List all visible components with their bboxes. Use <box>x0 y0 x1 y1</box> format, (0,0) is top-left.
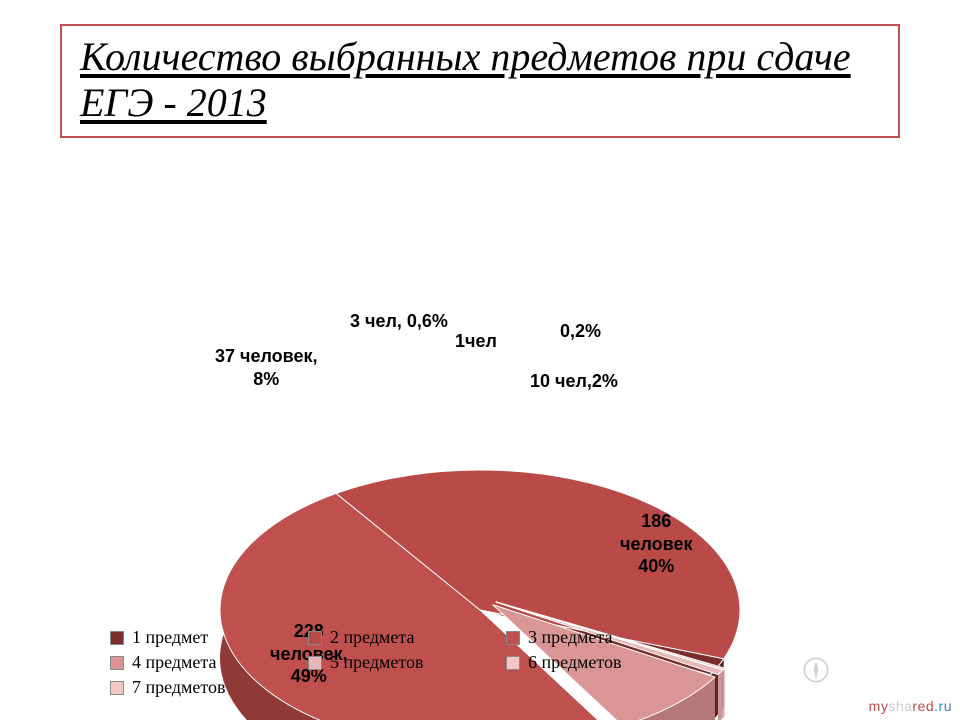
pie-data-label: 0,2% <box>560 320 601 343</box>
legend-swatch <box>110 631 124 645</box>
page-title: Количество выбранных предметов при сдаче… <box>80 34 880 126</box>
slide: Количество выбранных предметов при сдаче… <box>0 0 960 720</box>
legend-label: 7 предметов <box>132 677 226 698</box>
legend-item: 6 предметов <box>506 652 656 673</box>
pie-chart: 228 человек, 49%186 человек 40%10 чел,2%… <box>0 150 960 660</box>
compass-icon <box>802 656 830 684</box>
watermark-red: red <box>912 698 934 714</box>
legend-swatch <box>308 656 322 670</box>
legend-item: 5 предметов <box>308 652 458 673</box>
legend-item: 2 предмета <box>308 627 458 648</box>
legend-label: 4 предмета <box>132 652 217 673</box>
legend-item: 7 предметов <box>110 677 260 698</box>
watermark-sha: sha <box>888 698 912 714</box>
legend-label: 1 предмет <box>132 627 208 648</box>
pie-data-label: 37 человек, 8% <box>215 345 318 390</box>
legend-item: 3 предмета <box>506 627 656 648</box>
legend-swatch <box>308 631 322 645</box>
watermark: myshared.ru <box>869 698 952 714</box>
legend-swatch <box>506 656 520 670</box>
pie-data-label: 10 чел,2% <box>530 370 618 393</box>
legend-swatch <box>110 681 124 695</box>
title-frame: Количество выбранных предметов при сдаче… <box>60 24 900 138</box>
watermark-my: my <box>869 698 889 714</box>
legend-swatch <box>506 631 520 645</box>
pie-data-label: 1чел <box>455 330 497 353</box>
legend-label: 5 предметов <box>330 652 424 673</box>
legend-label: 3 предмета <box>528 627 613 648</box>
legend-label: 6 предметов <box>528 652 622 673</box>
legend: 1 предмет 2 предмета 3 предмета 4 предмета 5… <box>110 627 900 702</box>
legend-swatch <box>110 656 124 670</box>
pie-data-label: 3 чел, 0,6% <box>350 310 448 333</box>
legend-item: 1 предмет <box>110 627 260 648</box>
watermark-ru: .ru <box>934 698 952 714</box>
legend-label: 2 предмета <box>330 627 415 648</box>
legend-item: 4 предмета <box>110 652 260 673</box>
